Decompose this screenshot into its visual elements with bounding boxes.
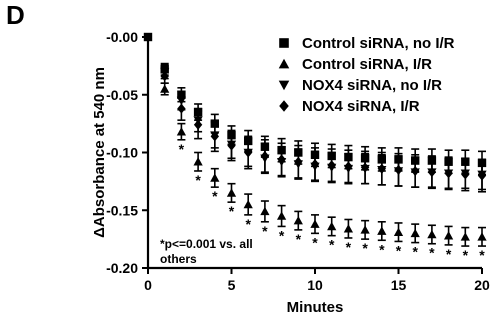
data-point	[160, 71, 169, 82]
significance-star: *	[296, 231, 302, 247]
significance-star: *	[429, 245, 435, 261]
significance-star: *	[379, 241, 385, 257]
legend-marker	[279, 100, 289, 112]
data-point	[243, 199, 253, 209]
significance-star: *	[195, 172, 201, 188]
data-point	[244, 147, 253, 158]
x-axis-title: Minutes	[287, 299, 344, 316]
data-point	[310, 219, 320, 228]
significance-star: *	[412, 244, 418, 260]
x-tick-label: 0	[144, 277, 152, 293]
x-tick-label: 20	[474, 277, 490, 293]
significance-note-line-1: *p<=0.001 vs. all	[160, 237, 253, 251]
series-triangle-up	[160, 82, 487, 247]
y-axis-title: ΔAbsorbance at 540 nm	[91, 67, 108, 238]
significance-star: *	[279, 227, 285, 243]
significance-stars: * * * * * * * * * * * * * * * * * * *	[179, 141, 486, 263]
legend-label: NOX4 siRNA, I/R	[302, 98, 420, 115]
data-point	[210, 173, 220, 182]
y-tick-label: -0.15	[106, 202, 138, 218]
significance-star: *	[312, 234, 318, 250]
significance-star: *	[179, 141, 185, 157]
legend-label: NOX4 siRNA, no I/R	[302, 77, 442, 94]
significance-star: *	[329, 237, 335, 253]
legend-marker	[278, 58, 290, 69]
data-point	[226, 188, 237, 197]
data-point	[427, 229, 437, 239]
data-point	[360, 162, 370, 173]
data-point	[327, 221, 337, 231]
series-diamond	[160, 68, 487, 193]
panel-label: D	[6, 0, 25, 30]
data-point	[293, 216, 303, 225]
x-tick-label: 5	[228, 277, 236, 293]
x-tick-label: 10	[307, 277, 323, 293]
significance-star: *	[463, 247, 469, 263]
data-point	[410, 228, 420, 238]
y-ticks: -0.20 -0.15 -0.10 -0.05 -0.00	[106, 29, 148, 276]
data-point	[177, 103, 186, 114]
data-point	[443, 231, 454, 240]
data-point	[310, 159, 320, 170]
data-point	[344, 161, 353, 172]
legend: Control siRNA, no I/R Control siRNA, I/R N…	[278, 35, 455, 115]
y-tick-label: -0.00	[106, 29, 138, 45]
x-ticks: 0 5 10 15 20	[144, 268, 490, 293]
origin-point	[143, 32, 153, 42]
data-point	[461, 169, 470, 180]
data-point	[393, 227, 404, 236]
data-point	[360, 225, 370, 234]
y-tick-label: -0.10	[106, 145, 138, 161]
data-point	[277, 154, 286, 165]
data-point	[227, 140, 236, 151]
data-point	[276, 211, 287, 220]
significance-star: *	[229, 203, 235, 219]
data-point	[193, 157, 203, 166]
significance-note-line-2: others	[160, 252, 197, 266]
data-point	[427, 167, 437, 178]
significance-star: *	[396, 242, 402, 258]
data-point	[176, 127, 187, 136]
data-point	[411, 165, 420, 177]
series-layer	[143, 32, 487, 247]
data-point	[394, 164, 403, 175]
significance-star: *	[479, 247, 485, 263]
data-point	[210, 131, 219, 142]
significance-star: *	[362, 240, 368, 256]
significance-star: *	[212, 188, 218, 204]
significance-star: *	[245, 216, 251, 232]
legend-label: Control siRNA, I/R	[302, 56, 432, 73]
data-point	[477, 170, 487, 181]
data-point	[294, 156, 303, 167]
y-tick-label: -0.20	[106, 260, 138, 276]
significance-star: *	[262, 223, 268, 239]
legend-marker	[278, 80, 290, 91]
data-point	[260, 206, 270, 216]
data-point	[377, 163, 386, 174]
data-point	[260, 150, 270, 162]
legend-marker	[279, 38, 289, 48]
data-point	[444, 168, 453, 179]
data-point	[160, 84, 170, 93]
data-point	[460, 232, 470, 241]
data-point	[477, 232, 487, 241]
data-point	[327, 160, 336, 171]
data-point	[343, 224, 354, 233]
y-tick-label: -0.05	[106, 87, 138, 103]
data-point	[377, 226, 387, 235]
data-point	[193, 119, 203, 130]
x-tick-label: 15	[391, 277, 407, 293]
significance-star: *	[446, 246, 452, 262]
significance-star: *	[346, 239, 352, 255]
legend-label: Control siRNA, no I/R	[302, 35, 455, 52]
